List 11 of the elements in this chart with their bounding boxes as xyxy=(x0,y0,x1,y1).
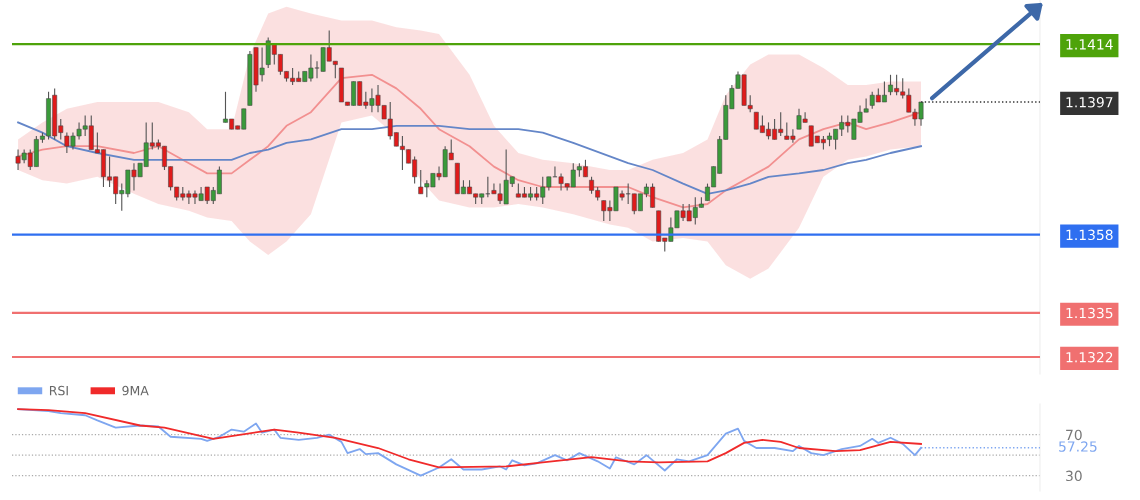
legend-label: RSI xyxy=(49,385,68,396)
y-tick-label: 30 xyxy=(1066,470,1082,482)
y-tick-label: 1.1335 xyxy=(1066,307,1113,319)
y-tick-label: 1.1397 xyxy=(1066,96,1113,108)
line-series xyxy=(17,121,922,195)
ref-line-label: 57.25 xyxy=(1059,441,1097,452)
y-tick-label: 70 xyxy=(1066,429,1082,441)
y-tick-label: 1.1414 xyxy=(1066,39,1113,50)
legend-label: 9MA xyxy=(122,385,149,396)
y-tick-label: 1.1358 xyxy=(1066,229,1113,241)
y-tick-label: 1.1322 xyxy=(1066,351,1113,363)
